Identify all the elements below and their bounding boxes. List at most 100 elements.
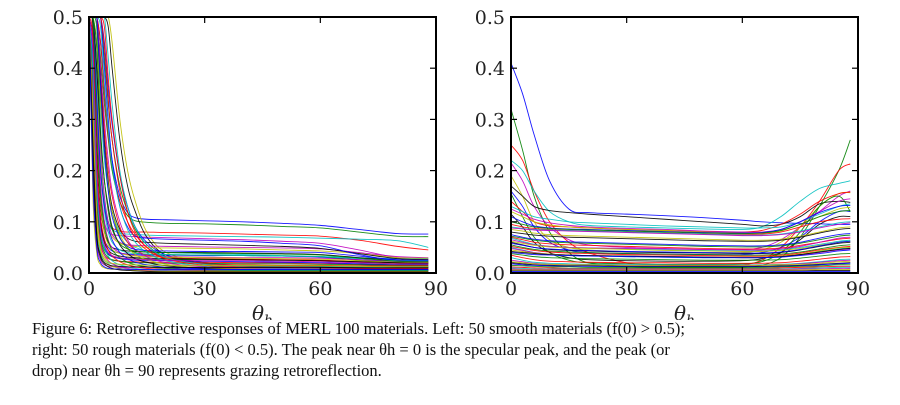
series-line-s31 <box>89 17 429 270</box>
series-line-s6 <box>89 17 429 268</box>
series-line-s14 <box>89 17 429 262</box>
series-line-r30 <box>511 244 851 256</box>
x-tick-label: 60 <box>308 278 332 300</box>
figure: 0 30 60 90 0.0 0.1 0.2 0.3 0.4 0.5 θh 0 30 60 90 0.0 0.… <box>53 7 870 320</box>
y-tick-label: 0.2 <box>475 161 505 183</box>
figure-caption: Figure 6: Retroreflective responses of M… <box>32 318 882 381</box>
series-line-r18 <box>511 221 851 236</box>
caption-line-2: right: 50 rough materials (f(0) < 0.5). … <box>32 340 670 359</box>
series-line-r15 <box>511 204 851 234</box>
y-tick-label: 0.5 <box>53 7 83 29</box>
series-line-s9 <box>89 17 429 268</box>
series-line-r4 <box>511 160 851 231</box>
series-line-r41 <box>511 260 851 266</box>
x-tick-label: 90 <box>846 278 870 300</box>
series-line-r36 <box>511 249 851 259</box>
y-tick-label: 0.0 <box>53 263 83 285</box>
series-line-s29 <box>89 17 429 266</box>
y-tick-label: 0.2 <box>53 161 83 183</box>
series-line-r20 <box>511 226 851 241</box>
series-line-r21 <box>511 228 851 242</box>
x-tick-label: 0 <box>505 278 517 300</box>
series-line-s7 <box>89 17 429 268</box>
series-line-s4 <box>89 17 429 248</box>
series-line-s8 <box>89 17 429 268</box>
series-line-r48 <box>511 268 851 271</box>
series-line-r37 <box>511 253 851 261</box>
series-line-r7 <box>511 185 851 227</box>
series-line-r1 <box>511 62 851 225</box>
y-tick-label: 0.0 <box>475 263 505 285</box>
series-group <box>89 17 429 273</box>
series-line-r24 <box>511 236 851 250</box>
x-axis-label: θh <box>252 301 273 320</box>
x-axis-label: θh <box>674 301 695 320</box>
series-line-s44 <box>89 17 429 263</box>
y-tick-label: 0.4 <box>53 58 83 80</box>
series-line-s23 <box>89 17 429 264</box>
series-line-s49 <box>89 17 429 269</box>
series-line-s40 <box>89 17 429 272</box>
y-tick-label: 0.5 <box>475 7 505 29</box>
axes-frame <box>88 16 437 274</box>
axes-frame <box>510 16 859 274</box>
series-line-r45 <box>511 265 851 269</box>
series-line-r3 <box>511 144 851 267</box>
y-tick-label: 0.4 <box>475 58 505 80</box>
series-line-r22 <box>511 233 851 247</box>
x-tick-label: 90 <box>424 278 448 300</box>
series-line-r26 <box>511 236 851 251</box>
series-line-s10 <box>89 17 429 269</box>
series-line-r38 <box>511 254 851 264</box>
series-line-r43 <box>511 262 851 268</box>
series-line-s1 <box>89 17 429 235</box>
series-line-s33 <box>89 17 429 270</box>
series-line-s46 <box>89 17 429 268</box>
y-tick-label: 0.1 <box>53 212 83 234</box>
series-line-r27 <box>511 240 851 253</box>
series-line-s13 <box>89 17 429 259</box>
series-line-s47 <box>89 17 429 265</box>
series-line-r49 <box>511 269 851 272</box>
series-line-s17 <box>89 17 429 266</box>
series-line-r46 <box>511 266 851 270</box>
y-tick-label: 0.3 <box>475 109 505 131</box>
series-line-r44 <box>511 264 851 268</box>
series-line-s21 <box>89 17 429 261</box>
series-line-r29 <box>511 240 851 254</box>
series-line-s2 <box>89 17 429 238</box>
series-line-s19 <box>89 17 429 269</box>
series-line-s22 <box>89 17 429 263</box>
series-line-r11 <box>511 203 851 229</box>
series-line-s18 <box>89 17 429 267</box>
series-group <box>511 62 851 272</box>
series-line-s26 <box>89 17 429 263</box>
left-chart: 0 30 60 90 0.0 0.1 0.2 0.3 0.4 0.5 θh <box>53 7 448 320</box>
series-line-r39 <box>511 257 851 266</box>
x-tick-label: 60 <box>730 278 754 300</box>
series-line-s48 <box>89 17 429 268</box>
caption-line-1: Figure 6: Retroreflective responses of M… <box>32 319 685 338</box>
series-line-s3 <box>89 17 429 251</box>
series-line-r35 <box>511 247 851 259</box>
x-tick-label: 0 <box>83 278 95 300</box>
series-line-s41 <box>89 17 429 272</box>
x-tick-label: 30 <box>615 278 639 300</box>
series-line-s30 <box>89 17 429 266</box>
series-line-r42 <box>511 262 851 267</box>
series-line-s43 <box>89 17 429 261</box>
y-tick-label: 0.3 <box>53 109 83 131</box>
series-line-s45 <box>89 17 429 267</box>
x-tick-label: 30 <box>193 278 217 300</box>
series-line-r47 <box>511 267 851 270</box>
series-line-r16 <box>511 210 851 235</box>
series-line-r31 <box>511 245 851 257</box>
y-tick-label: 0.1 <box>475 212 505 234</box>
series-line-s12 <box>89 17 429 259</box>
series-line-s39 <box>89 17 429 272</box>
series-line-s38 <box>89 17 429 272</box>
series-line-s16 <box>89 17 429 265</box>
series-line-r19 <box>511 222 851 237</box>
series-line-r23 <box>511 234 851 248</box>
right-chart: 0 30 60 90 0.0 0.1 0.2 0.3 0.4 0.5 θh <box>475 7 870 320</box>
